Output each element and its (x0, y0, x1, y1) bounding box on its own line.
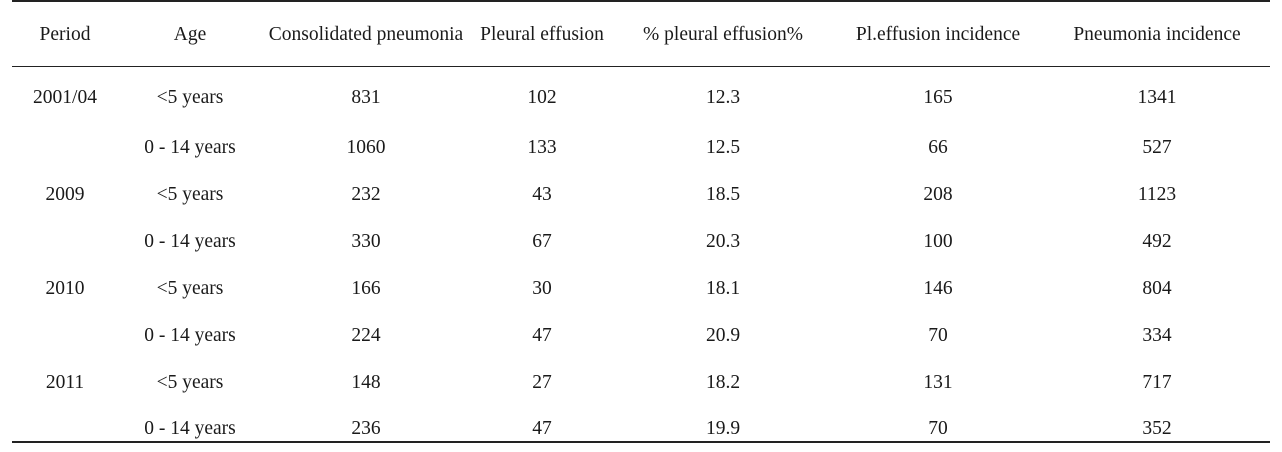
cell-percent-pleural-effusion: 19.9 (705, 418, 741, 439)
cell-consolidated-pneumonia: 166 (351, 277, 381, 299)
cell-pleural-effusion: 102 (527, 87, 557, 108)
cell-pleural-effusion: 47 (532, 324, 552, 346)
table-header: Period Age Consolidated pneumonia Pleura… (12, 2, 1270, 66)
table-bottom-rule (12, 441, 1270, 443)
cell-pleural-effusion: 43 (532, 183, 552, 205)
cell-pleural-effusion: 30 (532, 277, 552, 299)
cell-age: 0 - 14 years (144, 418, 236, 439)
cell-pleural-effusion: 47 (532, 418, 552, 439)
cell-percent-pleural-effusion: 12.5 (705, 136, 741, 158)
cell-percent-pleural-effusion: 12.3 (705, 87, 741, 108)
cell-pl-effusion-incidence: 66 (928, 136, 948, 158)
header-pneumonia-incidence: Pneumonia incidence (1073, 23, 1241, 45)
cell-period (12, 312, 118, 359)
header-row: Period Age Consolidated pneumonia Pleura… (12, 2, 1270, 66)
table-row: 2010 <5 years 166 30 18.1 146 804 (12, 265, 1270, 312)
cell-percent-pleural-effusion: 18.1 (705, 277, 741, 299)
cell-age: <5 years (156, 371, 224, 393)
table-header-rule (12, 66, 1270, 67)
table-row: 2011 <5 years 148 27 18.2 131 717 (12, 359, 1270, 406)
cell-consolidated-pneumonia: 1060 (346, 136, 386, 158)
header-pleural-effusion: Pleural effusion (480, 23, 604, 45)
cell-pneumonia-incidence: 492 (1142, 230, 1172, 252)
cell-consolidated-pneumonia: 236 (351, 418, 381, 439)
table-row: 0 - 14 years 330 67 20.3 100 492 (12, 218, 1270, 265)
cell-percent-pleural-effusion: 18.2 (705, 371, 741, 393)
table-top-rule (12, 0, 1270, 2)
table-row: 0 - 14 years 224 47 20.9 70 334 (12, 312, 1270, 359)
cell-consolidated-pneumonia: 148 (351, 371, 381, 393)
table-row: 0 - 14 years 1060 133 12.5 66 527 (12, 124, 1270, 171)
cell-period (12, 218, 118, 265)
table-row: 2009 <5 years 232 43 18.5 208 1123 (12, 171, 1270, 218)
cell-pleural-effusion: 133 (527, 136, 557, 158)
cell-pneumonia-incidence: 527 (1142, 136, 1172, 158)
table-row: 0 - 14 years 236 47 19.9 70 352 (12, 406, 1270, 452)
cell-pneumonia-incidence: 717 (1142, 371, 1172, 393)
cell-period (12, 124, 118, 171)
cell-pneumonia-incidence: 1123 (1137, 183, 1177, 205)
cell-pneumonia-incidence: 352 (1142, 418, 1172, 439)
cell-age: 0 - 14 years (144, 230, 236, 252)
cell-period: 2009 (45, 183, 85, 205)
cell-pneumonia-incidence: 334 (1142, 324, 1172, 346)
cell-pl-effusion-incidence: 70 (928, 418, 948, 439)
cell-period (12, 406, 118, 452)
cell-pl-effusion-incidence: 70 (928, 324, 948, 346)
header-percent-pleural-effusion: % pleural effusion% (643, 23, 803, 45)
cell-pl-effusion-incidence: 100 (923, 230, 953, 252)
cell-consolidated-pneumonia: 831 (351, 87, 381, 108)
cell-pneumonia-incidence: 804 (1142, 277, 1172, 299)
cell-consolidated-pneumonia: 232 (351, 183, 381, 205)
table-row: 2001/04 <5 years 831 102 12.3 165 1341 (12, 66, 1270, 124)
cell-consolidated-pneumonia: 330 (351, 230, 381, 252)
cell-period: 2001/04 (33, 87, 97, 108)
cell-age: <5 years (156, 183, 224, 205)
cell-age: 0 - 14 years (144, 136, 236, 158)
cell-period: 2011 (45, 371, 85, 393)
cell-percent-pleural-effusion: 18.5 (705, 183, 741, 205)
cell-pleural-effusion: 27 (532, 371, 552, 393)
header-consolidated-pneumonia: Consolidated pneumonia (268, 23, 464, 45)
header-period: Period (39, 23, 91, 45)
cell-pl-effusion-incidence: 165 (923, 87, 953, 108)
cell-consolidated-pneumonia: 224 (351, 324, 381, 346)
header-pl-effusion-incidence: Pl.effusion incidence (855, 23, 1021, 45)
cell-age: 0 - 14 years (144, 324, 236, 346)
cell-pl-effusion-incidence: 146 (923, 277, 953, 299)
table-body: 2001/04 <5 years 831 102 12.3 165 1341 0 - 14 y… (12, 66, 1270, 452)
cell-percent-pleural-effusion: 20.3 (705, 230, 741, 252)
header-age: Age (173, 23, 207, 45)
cell-age: <5 years (156, 87, 224, 108)
cell-pl-effusion-incidence: 131 (923, 371, 953, 393)
cell-age: <5 years (156, 277, 224, 299)
cell-period: 2010 (45, 277, 85, 299)
cell-pleural-effusion: 67 (532, 230, 552, 252)
cell-pl-effusion-incidence: 208 (923, 183, 953, 205)
cell-pneumonia-incidence: 1341 (1137, 87, 1177, 108)
data-table: Period Age Consolidated pneumonia Pleura… (12, 2, 1270, 452)
cell-percent-pleural-effusion: 20.9 (705, 324, 741, 346)
